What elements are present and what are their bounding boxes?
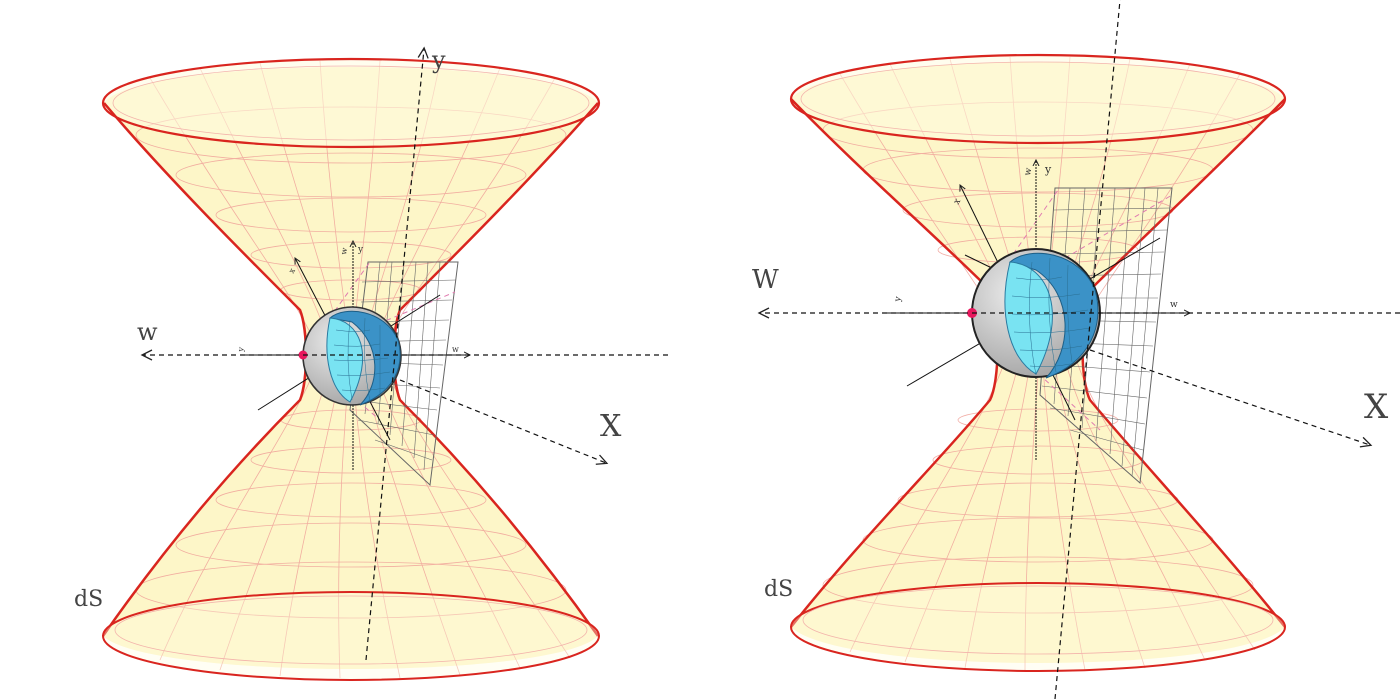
left-bottom-rim [102, 591, 600, 681]
right-small-label-w2: w [1023, 167, 1034, 177]
left-surface-label: dS [74, 587, 103, 612]
right-small-label-x: x [952, 197, 963, 206]
right-bottom-rim [790, 582, 1286, 672]
left-axis-y [365, 46, 429, 661]
left-small-label-y2: y [357, 245, 364, 255]
right-small-label-w1: w [1170, 300, 1178, 310]
left-small-label-w2: w [339, 247, 349, 255]
left-small-label-y1: y [236, 346, 246, 353]
left-small-label-x: x [287, 266, 297, 275]
right-axis-w-label: W [752, 265, 779, 295]
left-axis-w-label: w [137, 318, 158, 346]
left-axis-x-label: X [600, 409, 622, 444]
left-top-rim [101, 57, 601, 149]
left-diagram: y x w w y w X y dS [74, 46, 668, 681]
left-ball-with-crescent [302, 306, 402, 406]
right-axis-x [1089, 349, 1373, 448]
right-diagram: y x w w y W X dS [752, 0, 1400, 699]
right-small-label-y1: y [893, 295, 904, 304]
left-axis-x [399, 379, 609, 465]
right-surface-label: dS [764, 577, 793, 602]
right-axis-y [1054, 0, 1121, 699]
right-small-label-y2: y [1044, 163, 1052, 176]
left-axis-y-label: y [431, 46, 446, 74]
right-axis-x-label: X [1364, 387, 1389, 427]
right-top-rim [789, 53, 1287, 145]
left-small-label-w1: w [452, 345, 459, 354]
